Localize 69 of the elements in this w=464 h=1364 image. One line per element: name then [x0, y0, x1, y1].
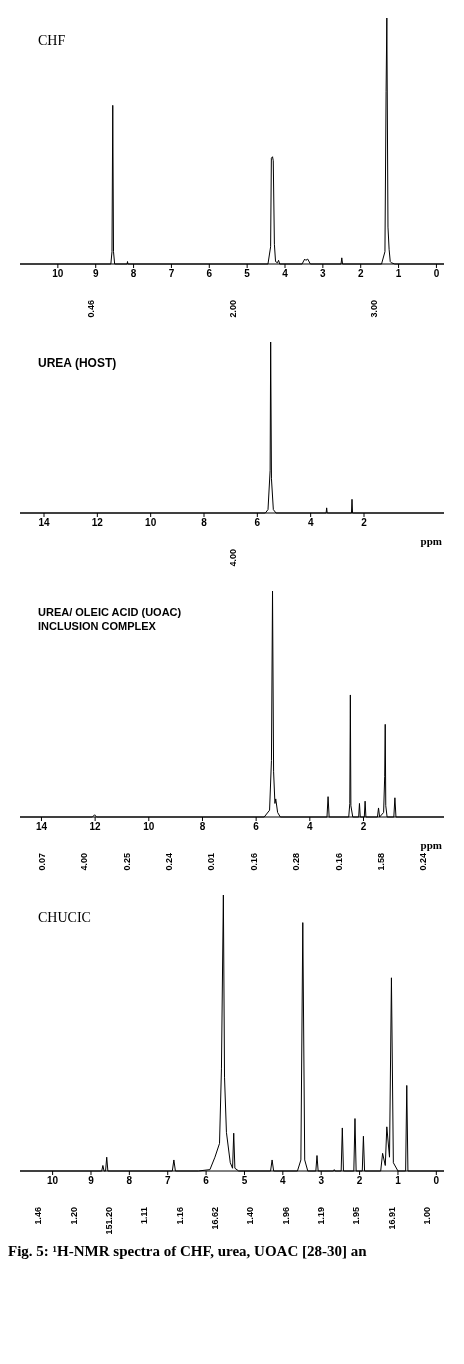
x-tick-label: 0	[433, 268, 440, 280]
text: 2.00	[227, 300, 238, 318]
x-tick-label: 6	[253, 821, 260, 833]
x-tick-label: 14	[38, 517, 50, 529]
x-tick-label: 2	[356, 1175, 363, 1187]
text: 1.46	[33, 1207, 44, 1225]
x-tick-label: 3	[320, 268, 327, 280]
text: UREA/ OLEIC ACID (UOAC) INCLUSION COMPLEX	[38, 605, 183, 634]
text: 16.91	[386, 1207, 397, 1230]
text: 4.00	[227, 549, 238, 567]
x-tick-label: 6	[206, 268, 213, 280]
text: 0.28	[291, 853, 302, 871]
x-tick-label: 2	[357, 268, 364, 280]
x-tick-label: 14	[35, 821, 48, 833]
x-tick-label: 10	[47, 1175, 59, 1187]
x-tick-label: 12	[91, 517, 104, 529]
x-tick-label: 9	[92, 268, 99, 280]
text: 0.25	[121, 853, 132, 871]
x-tick-label: 2	[361, 517, 368, 529]
x-tick-label: 12	[89, 821, 102, 833]
text: 0.24	[418, 853, 429, 871]
text: 0.24	[163, 853, 174, 871]
text: CHUCIC	[38, 909, 92, 927]
text: 1.20	[68, 1207, 79, 1225]
text: 1.19	[315, 1207, 326, 1225]
text: 4.00	[79, 853, 90, 871]
x-tick-label: 7	[168, 268, 175, 280]
caption: Fig. 5: ¹H-NMR spectra of CHF, urea, UOAC [28-30] an	[8, 1243, 368, 1260]
text: 0.07	[36, 853, 47, 871]
x-tick-label: 4	[307, 517, 314, 529]
text: 151.20	[103, 1207, 114, 1235]
x-tick-label: 6	[203, 1175, 210, 1187]
text: 1.11	[139, 1207, 150, 1225]
x-tick-label: 9	[88, 1175, 95, 1187]
text: UREA (HOST)	[38, 356, 118, 372]
x-tick-label: 8	[201, 517, 208, 529]
x-tick-label: 4	[282, 268, 289, 280]
x-tick-label: 10	[143, 821, 155, 833]
x-tick-label: 8	[126, 1175, 133, 1187]
text: 16.62	[209, 1207, 220, 1230]
x-tick-label: 4	[280, 1175, 287, 1187]
text: 1.58	[375, 853, 386, 871]
x-tick-label: 4	[307, 821, 314, 833]
x-tick-label: 0	[433, 1175, 440, 1187]
x-tick-label: 10	[52, 268, 64, 280]
x-tick-label: 1	[395, 268, 402, 280]
text: 1.16	[174, 1207, 185, 1225]
x-axis-title: ppm	[420, 535, 442, 547]
text: 1.00	[421, 1207, 432, 1225]
x-tick-label: 3	[318, 1175, 325, 1187]
text: 0.16	[248, 853, 259, 871]
x-tick-label: 8	[130, 268, 137, 280]
text: CHF	[38, 32, 67, 50]
x-tick-label: 6	[254, 517, 261, 529]
text: 1.40	[245, 1207, 256, 1225]
text: 1.96	[280, 1207, 291, 1225]
x-tick-label: 2	[360, 821, 367, 833]
x-tick-label: 1	[395, 1175, 402, 1187]
x-tick-label: 10	[145, 517, 157, 529]
x-tick-label: 5	[241, 1175, 248, 1187]
x-tick-label: 8	[199, 821, 206, 833]
x-tick-label: 5	[244, 268, 251, 280]
x-axis-title: ppm	[420, 839, 442, 851]
text: 1.95	[351, 1207, 362, 1225]
text: 0.46	[86, 300, 97, 318]
x-tick-label: 7	[164, 1175, 171, 1187]
text: 0.01	[206, 853, 217, 871]
text: 0.16	[333, 853, 344, 871]
text: 3.00	[368, 300, 379, 318]
